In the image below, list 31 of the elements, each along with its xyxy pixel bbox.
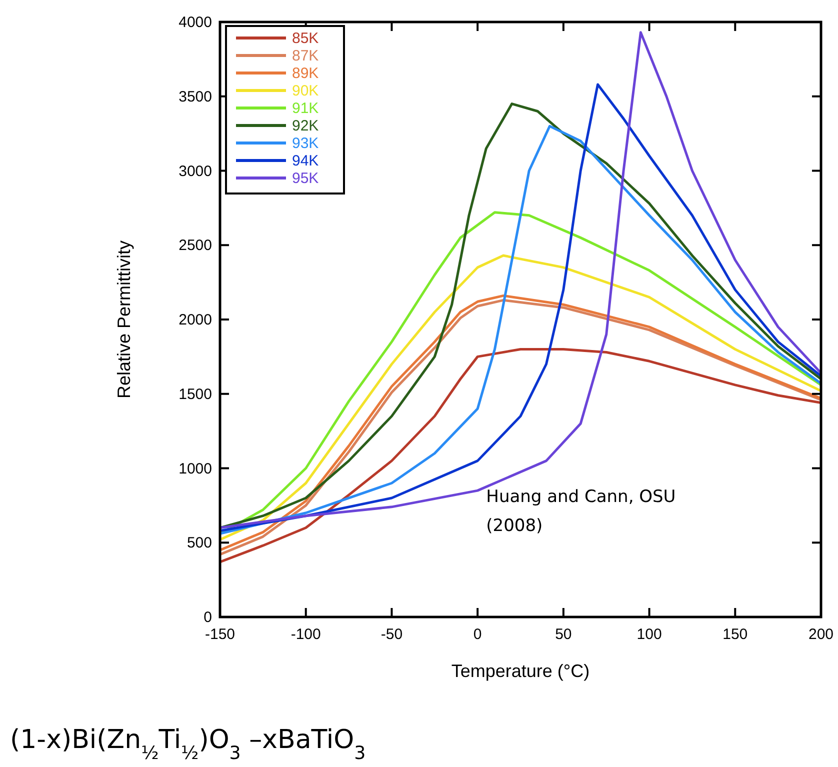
text: (1-x)Bi(Zn$_{½}$Ti$_{½}$)O$_{3}$ –xBaTiO$_{3}$ (10, 725, 366, 764)
legend-label: 87K (292, 48, 319, 64)
legend-label: 94K (292, 152, 319, 170)
y-tick-label: 500 (186, 534, 212, 552)
line-series (220, 348, 821, 564)
x-axis-title: Temperature (°C) (451, 661, 590, 681)
legend-label: 85K (292, 30, 319, 47)
y-tick-label: 3500 (178, 88, 212, 106)
y-tick-label: 2000 (178, 312, 212, 328)
annotation: Huang and Cann, OSU (2008) (486, 486, 676, 538)
x-tick-label: 150 (722, 626, 748, 643)
legend-label: 90K (292, 82, 319, 100)
x-tick-label: 100 (636, 626, 662, 643)
y-tick-label: 4000 (178, 14, 212, 31)
x-tick-label: -50 (380, 626, 403, 643)
y-tick-label: 1000 (178, 460, 212, 478)
x-tick-label: 50 (555, 626, 572, 643)
legend-label: 95K (292, 170, 319, 187)
y-axis-title: Relative Permittivity (114, 240, 134, 399)
legend-label: 93K (292, 135, 319, 152)
y-tick-label: 3000 (178, 162, 212, 180)
y-tick-label: 1500 (178, 386, 212, 403)
legend-label: 89K (292, 65, 319, 82)
y-tick-label: 0 (204, 609, 212, 626)
x-tick-label: 200 (808, 626, 834, 643)
x-tick-label: 0 (473, 626, 482, 643)
x-tick-label: -150 (204, 626, 236, 643)
y-tick-label: 2500 (178, 237, 212, 254)
legend-label: 91K (292, 100, 319, 117)
x-tick-label: -100 (290, 626, 321, 643)
legend-label: 92K (292, 118, 319, 134)
